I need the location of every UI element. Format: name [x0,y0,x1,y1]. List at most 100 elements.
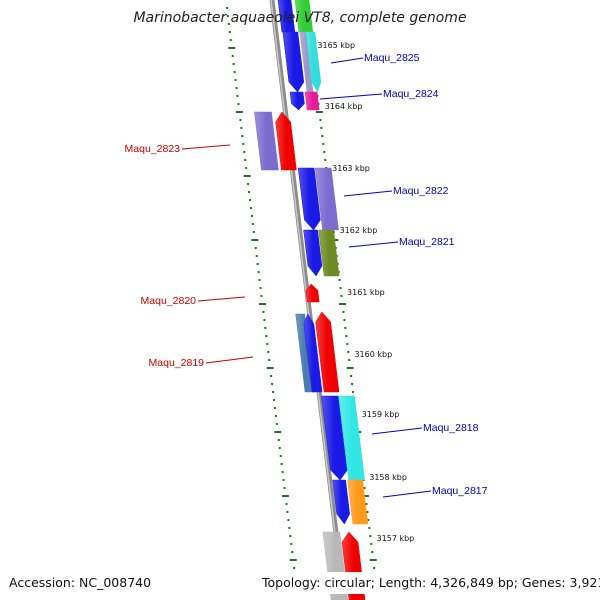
guide-dot-left [251,239,259,241]
guide-dot-left [286,511,289,513]
kbp-tick-label: 3161 kbp [347,288,385,297]
guide-dot-right [350,375,353,377]
guide-dot-left [235,111,243,113]
guide-dot-left [239,119,242,121]
maqu-2823-arrow[interactable] [275,111,297,171]
gene-features [254,0,369,600]
guide-dot-left [266,343,269,345]
gene-label-leader [382,490,432,498]
guide-dot-left [236,95,239,97]
accession-text: Accession: NC_008740 [9,575,151,590]
guide-dot-left [289,559,297,561]
gene-arrow-reverse[interactable] [303,313,323,393]
kbp-tick-label: 3157 kbp [377,534,415,543]
guide-dot-left [285,503,288,505]
guide-dot-right [371,551,374,553]
maqu-2822-bar[interactable] [314,167,339,231]
gene-label-maqu-2825[interactable]: Maqu_2825 [364,52,420,64]
guide-dot-left [244,159,247,161]
kbp-ticks: 3165 kbp 3164 kbp 3163 kbp 3162 kbp 3161 kbp… [317,41,414,543]
guide-dot-right [365,503,368,505]
kbp-tick-label: 3162 kbp [340,226,378,235]
guide-dot-left [259,287,262,289]
guide-dot-right [343,319,346,321]
guide-dot-right [338,303,346,305]
guide-dot-left [233,71,236,73]
guide-dot-right [322,143,325,145]
guide-dot-right [369,559,377,561]
guide-dot-left [232,63,235,65]
maqu-2817-bar[interactable] [347,479,369,525]
guide-dot-left [265,335,268,337]
gene-label-leader [181,144,231,150]
gene-label-maqu-2823[interactable]: Maqu_2823 [125,143,181,155]
guide-dot-left [226,15,229,17]
gene-label-maqu-2818[interactable]: Maqu_2818 [423,422,479,434]
guide-dot-left [247,183,250,185]
guide-dot-left [282,479,285,481]
guide-dot-right [348,359,351,361]
gene-label-maqu-2824[interactable]: Maqu_2824 [383,88,439,100]
maqu-2823-bar[interactable] [254,111,279,171]
guide-dot-left [272,391,275,393]
guide-dot-left [260,295,263,297]
guide-dot-right [352,391,355,393]
kbp-tick-label: 3165 kbp [317,41,355,50]
guide-dot-left [293,567,296,569]
guide-dot-right [367,519,370,521]
guide-dot-left [250,215,253,217]
guide-dot-left [258,279,261,281]
dotted-guide-lines [225,7,378,585]
guide-dot-left [263,319,266,321]
gene-label-leader [348,241,399,248]
guide-dot-left [288,527,291,529]
gene-label-maqu-2820[interactable]: Maqu_2820 [141,295,197,307]
guide-dot-left [255,255,258,257]
gene-arrow-forward[interactable] [332,479,350,525]
gene-arrow-forward[interactable] [305,31,322,93]
guide-dot-left [273,407,276,409]
gene-label-maqu-2819[interactable]: Maqu_2819 [149,357,205,369]
guide-dot-left [241,135,244,137]
gene-labels: Maqu_2825 Maqu_2824 Maqu_2823 Maqu_2822 Maqu… [125,52,488,593]
guide-dot-right [345,335,348,337]
gene-label-leader [197,296,246,302]
guide-dot-right [344,327,347,329]
genome-summary-text: Topology: circular; Length: 4,326,849 bp… [261,575,600,590]
guide-dot-left [270,375,273,377]
guide-dot-left [280,463,283,465]
gene-arrow-forward[interactable] [282,31,305,93]
gene-label-maqu-2821[interactable]: Maqu_2821 [399,236,455,248]
kbp-tick-label: 3159 kbp [362,410,400,419]
maqu-2818-bar[interactable] [338,395,365,481]
guide-dot-left [228,47,236,49]
guide-dot-left [266,367,274,369]
guide-dot-left [240,127,243,129]
gene-arrow-forward[interactable] [303,229,323,277]
gene-arrow-forward[interactable] [289,91,305,111]
guide-dot-right [363,487,366,489]
maqu-2819-arrow[interactable] [315,311,340,393]
gene-label-leader [319,93,383,100]
gene-label-maqu-2817[interactable]: Maqu_2817 [432,485,488,497]
guide-dot-right [362,495,370,497]
guide-dot-left [228,31,231,33]
guide-dot-right [347,351,350,353]
maqu-2821-bar[interactable] [318,229,340,277]
gene-label-leader [205,356,254,364]
guide-dot-left [252,231,255,233]
guide-dot-left [274,431,282,433]
guide-dot-left [258,303,266,305]
guide-dot-left [279,455,282,457]
guide-dot-left [242,143,245,145]
guide-dot-left [249,207,252,209]
gene-arrow-forward[interactable] [297,167,321,231]
kbp-tick-label: 3164 kbp [325,102,363,111]
guide-dot-left [283,487,286,489]
maqu-2824-bar[interactable] [304,91,320,111]
maqu-2820-arrow[interactable] [305,283,320,303]
guide-dot-right [366,511,369,513]
guide-dot-right [346,367,354,369]
gene-label-maqu-2822[interactable]: Maqu_2822 [393,185,449,197]
